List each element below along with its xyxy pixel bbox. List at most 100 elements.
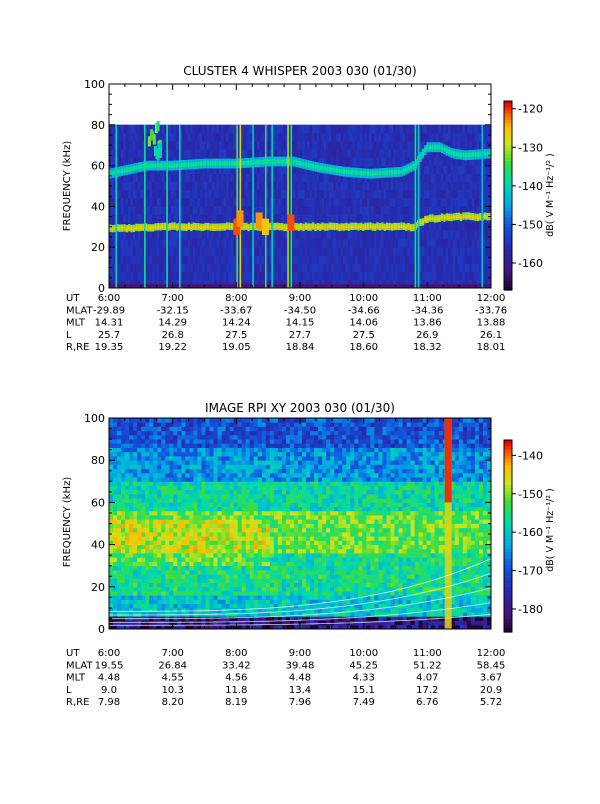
emission-band bbox=[450, 151, 453, 155]
spectral-cell bbox=[407, 231, 410, 240]
spectral-cell bbox=[153, 574, 157, 579]
spectral-cell bbox=[324, 141, 327, 150]
spectral-cell bbox=[274, 272, 277, 281]
emission-band bbox=[317, 165, 320, 169]
spectral-cell bbox=[267, 198, 270, 207]
spectral-cell bbox=[276, 174, 279, 183]
spectral-cell bbox=[279, 149, 282, 158]
spectral-cell bbox=[219, 264, 222, 273]
spectral-cell bbox=[369, 133, 372, 142]
spectral-cell bbox=[410, 206, 413, 215]
spectral-cell bbox=[130, 174, 133, 183]
spectral-cell bbox=[388, 182, 391, 191]
spectral-cell bbox=[276, 247, 279, 256]
spectral-cell bbox=[293, 166, 296, 175]
spectral-cell bbox=[161, 464, 165, 469]
spectral-cell bbox=[164, 264, 167, 273]
spectral-cell bbox=[125, 452, 129, 457]
spectral-cell bbox=[333, 255, 336, 264]
spectral-cell bbox=[310, 141, 313, 150]
spectral-cell bbox=[161, 612, 165, 617]
spectral-cell bbox=[257, 125, 260, 134]
emission-band bbox=[243, 161, 246, 165]
spectral-cell bbox=[195, 182, 198, 191]
emission-band bbox=[355, 225, 358, 228]
spectral-cell bbox=[161, 490, 165, 495]
spectral-cell bbox=[429, 198, 432, 207]
spectral-cell bbox=[360, 149, 363, 158]
spectral-cell bbox=[165, 595, 169, 600]
spectral-cell bbox=[367, 239, 370, 248]
spectral-cell bbox=[214, 206, 217, 215]
spectral-cell bbox=[171, 141, 174, 150]
spectral-cell bbox=[424, 190, 427, 199]
spectral-cell bbox=[422, 157, 425, 166]
spectral-cell bbox=[467, 125, 470, 134]
spectral-cell bbox=[117, 443, 121, 448]
spectral-cell bbox=[472, 223, 475, 232]
spectral-cell bbox=[137, 443, 141, 448]
spectral-cell bbox=[125, 536, 129, 541]
spectral-cell bbox=[153, 519, 157, 524]
spectral-cell bbox=[129, 490, 133, 495]
spectral-cell bbox=[472, 264, 475, 273]
spectral-cell bbox=[141, 524, 145, 529]
emission-band bbox=[379, 226, 382, 229]
spectral-cell bbox=[200, 264, 203, 273]
spectral-cell bbox=[419, 141, 422, 150]
spectral-cell bbox=[448, 231, 451, 240]
spectral-cell bbox=[159, 239, 162, 248]
spectral-cell bbox=[121, 469, 125, 474]
emission-band bbox=[407, 166, 410, 170]
spectral-cell bbox=[157, 532, 161, 537]
spectral-cell bbox=[125, 540, 129, 545]
emission-band bbox=[195, 162, 198, 166]
spectral-cell bbox=[348, 255, 351, 264]
spectral-cell bbox=[295, 174, 298, 183]
spectral-cell bbox=[274, 206, 277, 215]
spectral-cell bbox=[438, 223, 441, 232]
spectral-cell bbox=[398, 141, 401, 150]
spectral-cell bbox=[157, 583, 161, 588]
spectral-cell bbox=[422, 174, 425, 183]
spectral-cell bbox=[400, 125, 403, 134]
spectral-cell bbox=[319, 215, 322, 224]
spectral-cell bbox=[193, 247, 196, 256]
spectral-cell bbox=[336, 239, 339, 248]
spectral-cell bbox=[150, 174, 153, 183]
emission-band bbox=[226, 284, 229, 288]
spectral-cell bbox=[357, 198, 360, 207]
spectral-cell bbox=[474, 166, 477, 175]
spectral-cell bbox=[460, 174, 463, 183]
emission-band bbox=[247, 226, 250, 229]
spectral-cell bbox=[453, 264, 456, 273]
spectral-cell bbox=[467, 182, 470, 191]
spectral-cell bbox=[302, 231, 305, 240]
emission-band bbox=[317, 225, 320, 228]
emission-band bbox=[305, 225, 308, 228]
spectral-cell bbox=[125, 502, 129, 507]
spectral-cell bbox=[364, 198, 367, 207]
spectral-cell bbox=[121, 431, 125, 436]
emission-band bbox=[472, 284, 475, 288]
spectral-cell bbox=[341, 157, 344, 166]
spectral-cell bbox=[381, 133, 384, 142]
spectral-cell bbox=[329, 272, 332, 281]
spectral-cell bbox=[145, 452, 149, 457]
spectral-cell bbox=[410, 231, 413, 240]
spectral-cell bbox=[145, 574, 149, 579]
spectral-cell bbox=[343, 231, 346, 240]
spectral-cell bbox=[305, 133, 308, 142]
emission-band bbox=[298, 226, 301, 229]
emission-band bbox=[388, 284, 391, 288]
spectral-cell bbox=[171, 149, 174, 158]
spectral-cell bbox=[133, 490, 137, 495]
spectral-cell bbox=[329, 190, 332, 199]
spectral-cell bbox=[317, 239, 320, 248]
spectral-cell bbox=[443, 206, 446, 215]
spectral-cell bbox=[183, 141, 186, 150]
spectral-cell bbox=[391, 198, 394, 207]
spectral-cell bbox=[410, 125, 413, 134]
emission-band bbox=[372, 226, 375, 229]
spectral-cell bbox=[479, 125, 482, 134]
